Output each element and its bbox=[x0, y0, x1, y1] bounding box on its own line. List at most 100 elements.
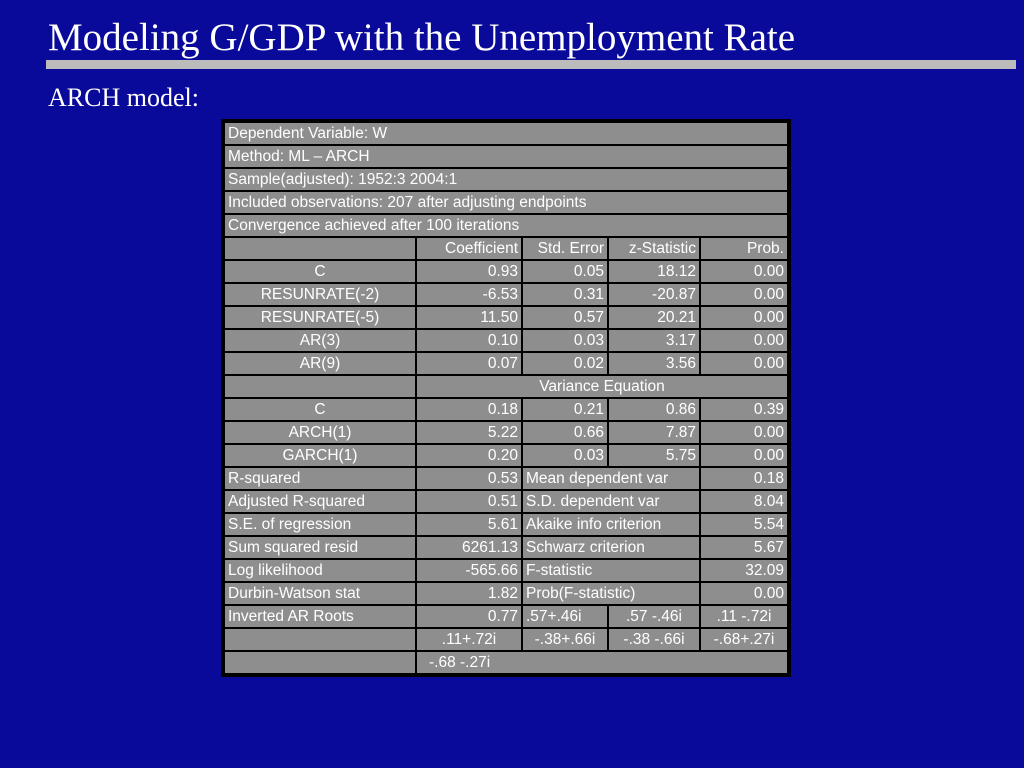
slide-subtitle: ARCH model: bbox=[48, 83, 199, 112]
table-row: GARCH(1) 0.20 0.03 5.75 0.00 bbox=[225, 445, 787, 466]
root-cell: .57 -.46i bbox=[609, 606, 699, 627]
std-error-cell: 0.02 bbox=[523, 353, 607, 374]
z-statistic-cell: 5.75 bbox=[609, 445, 699, 466]
stat-label: Mean dependent var bbox=[523, 468, 699, 489]
header-prob: Prob. bbox=[701, 238, 787, 259]
slide-title: Modeling G/GDP with the Unemployment Rat… bbox=[48, 16, 796, 59]
included-observations: Included observations: 207 after adjusti… bbox=[225, 192, 787, 213]
convergence: Convergence achieved after 100 iteration… bbox=[225, 215, 787, 236]
stats-row: Durbin-Watson stat 1.82 Prob(F-statistic… bbox=[225, 583, 787, 604]
stats-row: Sum squared resid 6261.13 Schwarz criter… bbox=[225, 537, 787, 558]
roots-row: .11+.72i -.38+.66i -.38 -.66i -.68+.27i bbox=[225, 629, 787, 650]
stat-label: Schwarz criterion bbox=[523, 537, 699, 558]
prob-cell: 0.00 bbox=[701, 353, 787, 374]
header-row: Coefficient Std. Error z-Statistic Prob. bbox=[225, 238, 787, 259]
variable-cell: C bbox=[225, 261, 415, 282]
prob-cell: 0.39 bbox=[701, 399, 787, 420]
stat-value: 32.09 bbox=[701, 560, 787, 581]
variable-cell: C bbox=[225, 399, 415, 420]
root-cell: .11 -.72i bbox=[701, 606, 787, 627]
root-cell: 0.77 bbox=[417, 606, 521, 627]
info-row: Included observations: 207 after adjusti… bbox=[225, 192, 787, 213]
coefficient-cell: 5.22 bbox=[417, 422, 521, 443]
info-row: Dependent Variable: W bbox=[225, 123, 787, 144]
std-error-cell: 0.03 bbox=[523, 445, 607, 466]
root-cell: -.68 -.27i bbox=[417, 652, 787, 673]
std-error-cell: 0.66 bbox=[523, 422, 607, 443]
table-row: AR(3) 0.10 0.03 3.17 0.00 bbox=[225, 330, 787, 351]
coefficient-cell: -6.53 bbox=[417, 284, 521, 305]
table-row: C 0.18 0.21 0.86 0.39 bbox=[225, 399, 787, 420]
table-row: ARCH(1) 5.22 0.66 7.87 0.00 bbox=[225, 422, 787, 443]
std-error-cell: 0.31 bbox=[523, 284, 607, 305]
z-statistic-cell: 20.21 bbox=[609, 307, 699, 328]
z-statistic-cell: 0.86 bbox=[609, 399, 699, 420]
variable-cell: RESUNRATE(-2) bbox=[225, 284, 415, 305]
title-divider bbox=[46, 60, 1016, 69]
z-statistic-cell: 18.12 bbox=[609, 261, 699, 282]
table-row: C 0.93 0.05 18.12 0.00 bbox=[225, 261, 787, 282]
root-cell: -.38 -.66i bbox=[609, 629, 699, 650]
stat-label: Sum squared resid bbox=[225, 537, 415, 558]
z-statistic-cell: 7.87 bbox=[609, 422, 699, 443]
info-row: Sample(adjusted): 1952:3 2004:1 bbox=[225, 169, 787, 190]
header-z-statistic: z-Statistic bbox=[609, 238, 699, 259]
z-statistic-cell: -20.87 bbox=[609, 284, 699, 305]
roots-row: -.68 -.27i bbox=[225, 652, 787, 673]
variance-equation-label: Variance Equation bbox=[417, 376, 787, 397]
empty-cell bbox=[225, 376, 415, 397]
variable-cell: GARCH(1) bbox=[225, 445, 415, 466]
coefficient-cell: 11.50 bbox=[417, 307, 521, 328]
coefficient-cell: 0.10 bbox=[417, 330, 521, 351]
regression-table: Dependent Variable: W Method: ML – ARCH … bbox=[223, 121, 789, 675]
stat-value: 0.53 bbox=[417, 468, 521, 489]
stat-label: R-squared bbox=[225, 468, 415, 489]
stat-label: Prob(F-statistic) bbox=[523, 583, 699, 604]
sample: Sample(adjusted): 1952:3 2004:1 bbox=[225, 169, 787, 190]
variable-cell: AR(3) bbox=[225, 330, 415, 351]
stat-value: 6261.13 bbox=[417, 537, 521, 558]
stats-row: Log likelihood -565.66 F-statistic 32.09 bbox=[225, 560, 787, 581]
inverted-ar-roots-label: Inverted AR Roots bbox=[225, 606, 415, 627]
stat-value: -565.66 bbox=[417, 560, 521, 581]
z-statistic-cell: 3.17 bbox=[609, 330, 699, 351]
stat-label: S.D. dependent var bbox=[523, 491, 699, 512]
regression-output-table: Dependent Variable: W Method: ML – ARCH … bbox=[221, 119, 791, 677]
variable-cell: AR(9) bbox=[225, 353, 415, 374]
dependent-variable: Dependent Variable: W bbox=[225, 123, 787, 144]
root-cell: .57+.46i bbox=[523, 606, 607, 627]
header-coefficient: Coefficient bbox=[417, 238, 521, 259]
stat-label: F-statistic bbox=[523, 560, 699, 581]
coefficient-cell: 0.07 bbox=[417, 353, 521, 374]
stat-label: Akaike info criterion bbox=[523, 514, 699, 535]
z-statistic-cell: 3.56 bbox=[609, 353, 699, 374]
stat-value: 5.67 bbox=[701, 537, 787, 558]
empty-cell bbox=[225, 652, 415, 673]
coefficient-cell: 0.93 bbox=[417, 261, 521, 282]
variable-cell: RESUNRATE(-5) bbox=[225, 307, 415, 328]
prob-cell: 0.00 bbox=[701, 330, 787, 351]
root-cell: -.68+.27i bbox=[701, 629, 787, 650]
std-error-cell: 0.05 bbox=[523, 261, 607, 282]
roots-row: Inverted AR Roots 0.77 .57+.46i .57 -.46… bbox=[225, 606, 787, 627]
table-row: AR(9) 0.07 0.02 3.56 0.00 bbox=[225, 353, 787, 374]
stat-label: Log likelihood bbox=[225, 560, 415, 581]
variable-cell: ARCH(1) bbox=[225, 422, 415, 443]
prob-cell: 0.00 bbox=[701, 422, 787, 443]
stat-value: 5.61 bbox=[417, 514, 521, 535]
stat-value: 0.51 bbox=[417, 491, 521, 512]
stats-row: R-squared 0.53 Mean dependent var 0.18 bbox=[225, 468, 787, 489]
info-row: Method: ML – ARCH bbox=[225, 146, 787, 167]
table-row: RESUNRATE(-2) -6.53 0.31 -20.87 0.00 bbox=[225, 284, 787, 305]
coefficient-cell: 0.20 bbox=[417, 445, 521, 466]
std-error-cell: 0.21 bbox=[523, 399, 607, 420]
table-row: RESUNRATE(-5) 11.50 0.57 20.21 0.00 bbox=[225, 307, 787, 328]
std-error-cell: 0.57 bbox=[523, 307, 607, 328]
stat-value: 0.00 bbox=[701, 583, 787, 604]
stat-label: Adjusted R-squared bbox=[225, 491, 415, 512]
info-row: Convergence achieved after 100 iteration… bbox=[225, 215, 787, 236]
root-cell: -.38+.66i bbox=[523, 629, 607, 650]
stats-row: Adjusted R-squared 0.51 S.D. dependent v… bbox=[225, 491, 787, 512]
prob-cell: 0.00 bbox=[701, 445, 787, 466]
method: Method: ML – ARCH bbox=[225, 146, 787, 167]
